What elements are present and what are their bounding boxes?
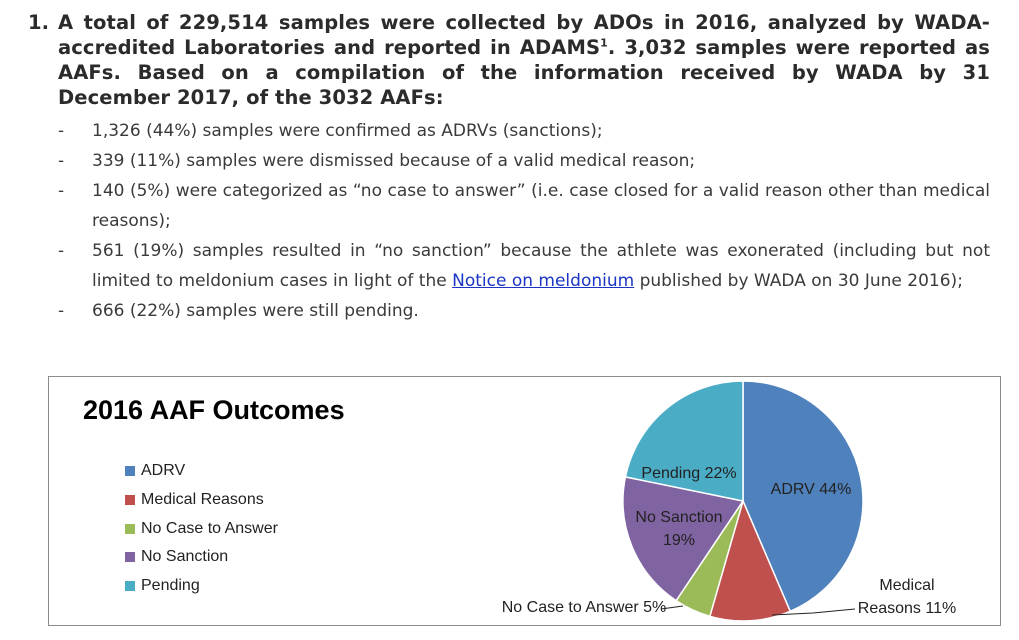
pie-slice-no-sanction (622, 476, 745, 602)
legend-swatch (125, 466, 135, 477)
footnote-ref[interactable]: 1 (600, 36, 608, 50)
legend-item-adrv: ADRV (125, 457, 278, 486)
bullet-item: - 561 (19%) samples resulted in “no sanct… (58, 236, 990, 296)
bullet-text: 339 (11%) samples were dismissed because… (92, 151, 696, 171)
chart-title: 2016 AAF Outcomes (83, 395, 345, 425)
bullet-item: - 666 (22%) samples were still pending. (58, 296, 990, 326)
bullet-text: 1,326 (44%) samples were confirmed as AD… (92, 121, 603, 141)
pie-slice-adrv (742, 380, 864, 613)
heading-text: A total of 229,514 samples were collecte… (58, 11, 990, 59)
bullet-list: - 1,326 (44%) samples were confirmed as A… (58, 116, 990, 326)
data-label-no-sanction: No Sanction 19% (635, 509, 722, 549)
legend-item-medical-reasons: Medical Reasons (125, 486, 278, 515)
leader-line-no-case-to-answer (660, 605, 684, 610)
bullet-text: 666 (22%) samples were still pending. (92, 301, 419, 321)
bullet-dash: - (58, 181, 65, 201)
leader-line-medical-reasons (771, 608, 856, 616)
pie-plot: ADRV 44% Medical Reasons 11% No Case to Ans… (502, 380, 956, 622)
bullet-dash: - (58, 121, 65, 141)
legend-item-no-sanction: No Sanction (125, 543, 278, 572)
notice-meldonium-link[interactable]: Notice on meldonium (452, 271, 635, 291)
legend-swatch (125, 495, 135, 506)
item-heading: A total of 229,514 samples were collecte… (58, 10, 990, 110)
bullet-text: 140 (5%) were categorized as “no case to… (92, 181, 990, 231)
legend-swatch (125, 523, 135, 534)
item-number: 1. (28, 11, 49, 34)
data-label-pending: Pending 22% (641, 465, 736, 482)
bullet-item: - 140 (5%) were categorized as “no case t… (58, 176, 990, 236)
bullet-text: 561 (19%) samples resulted in “no sancti… (92, 241, 990, 291)
data-label-adrv: ADRV 44% (771, 481, 852, 498)
pie-chart: 2016 AAF Outcomes ADRV Medical Reasons No … (48, 376, 1001, 626)
legend-label: No Sanction (141, 548, 229, 566)
legend-label: Medical Reasons (141, 491, 264, 509)
legend-label: ADRV (141, 462, 186, 480)
legend-item-no-case-to-answer: No Case to Answer (125, 514, 278, 543)
bullet-dash: - (58, 241, 65, 261)
bullet-text-cont: published by WADA on 30 June 2016); (634, 271, 963, 291)
chart-legend: ADRV Medical Reasons No Case to Answer No S… (125, 457, 278, 600)
bullet-item: - 339 (11%) samples were dismissed becaus… (58, 146, 990, 176)
legend-label: No Case to Answer (141, 519, 278, 537)
legend-swatch (125, 552, 135, 563)
bullet-item: - 1,326 (44%) samples were confirmed as A… (58, 116, 990, 146)
pie-slice-medical-reasons (708, 498, 792, 622)
data-label-no-case-to-answer: No Case to Answer 5% (502, 599, 667, 616)
legend-swatch (125, 581, 135, 592)
bullet-dash: - (58, 301, 65, 321)
legend-label: Pending (141, 577, 200, 595)
heading-text-cont: . 3,032 samples were reported as AAFs. B… (58, 36, 990, 109)
pie-slice-pending (624, 380, 744, 502)
bullet-dash: - (58, 151, 65, 171)
data-label-medical-reasons: Medical Reasons 11% (858, 577, 956, 617)
legend-item-pending: Pending (125, 572, 278, 601)
